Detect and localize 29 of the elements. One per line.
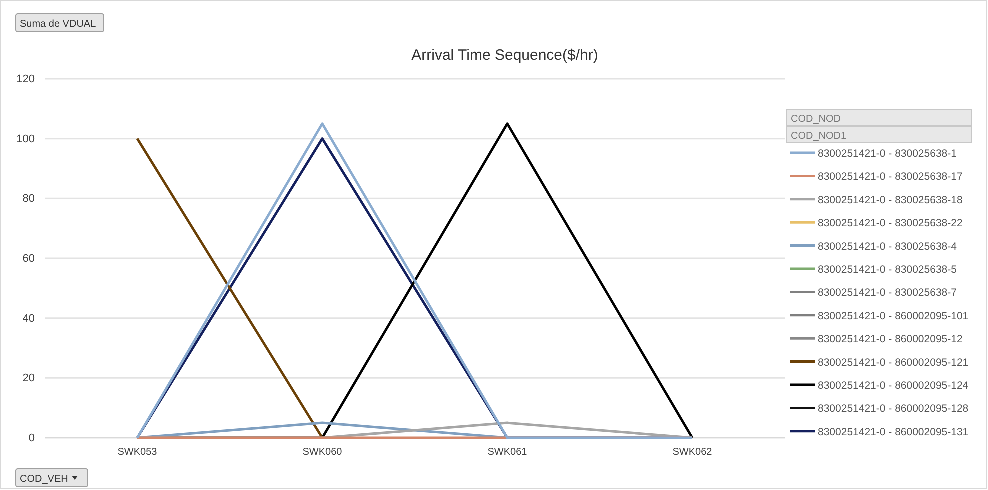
x-tick-label: SWK061 <box>488 447 528 458</box>
field-button: COD_NOD1 <box>786 126 972 144</box>
legend-label: 8300251421-0 - 860002095-128 <box>818 403 969 416</box>
legend-label: 8300251421-0 - 860002095-12 <box>818 334 963 346</box>
legend-label: 8300251421-0 - 830025638-18 <box>818 194 963 206</box>
x-tick-label: SWK060 <box>302 447 343 458</box>
legend-label: 8300251421-0 - 860002095-101 <box>818 310 969 322</box>
field-button: COD_NOD <box>786 110 972 126</box>
legend-label: 8300251421-0 - 830025638-17 <box>818 171 963 184</box>
x-tick-label: SWK062 <box>672 447 713 458</box>
y-tick-label: 100 <box>16 133 35 146</box>
legend-label: 8300251421-0 - 860002095-124 <box>818 380 969 392</box>
legend-label: 8300251421-0 - 860002095-131 <box>818 426 969 438</box>
legend-label: 8300251421-0 - 830025638-22 <box>818 218 963 230</box>
y-tick-label: 120 <box>16 74 35 86</box>
legend-label: 8300251421-0 - 830025638-4 <box>818 240 958 253</box>
y-tick-label: 20 <box>22 372 35 385</box>
field-dropdown: COD_VEH <box>16 468 88 488</box>
legend-label: 8300251421-0 - 830025638-1 <box>818 148 958 160</box>
legend-label: 8300251421-0 - 860002095-121 <box>818 356 969 369</box>
chart-title: Arrival Time Sequence($/hr) <box>412 47 598 64</box>
x-tick-label: SWK053 <box>118 447 158 458</box>
legend-label: 8300251421-0 - 830025638-5 <box>818 264 958 276</box>
y-tick-label: 60 <box>22 253 35 266</box>
y-tick-label: 80 <box>22 193 35 206</box>
y-tick-label: 40 <box>22 312 35 325</box>
field-button: Suma de VDUAL <box>16 14 104 32</box>
y-tick-label: 0 <box>28 432 35 445</box>
legend-label: 8300251421-0 - 830025638-7 <box>818 287 958 300</box>
